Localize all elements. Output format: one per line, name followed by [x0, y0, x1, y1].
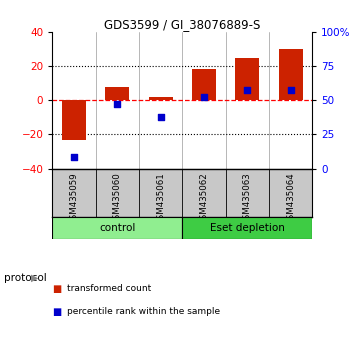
- Text: Eset depletion: Eset depletion: [210, 223, 285, 233]
- Point: [201, 94, 207, 100]
- Text: transformed count: transformed count: [67, 284, 151, 293]
- Text: GSM435063: GSM435063: [243, 173, 252, 225]
- Title: GDS3599 / GI_38076889-S: GDS3599 / GI_38076889-S: [104, 18, 261, 31]
- Text: GSM435059: GSM435059: [70, 173, 78, 225]
- Text: GSM435062: GSM435062: [200, 173, 208, 225]
- Point: [158, 115, 164, 120]
- Bar: [279, 49, 303, 100]
- Point: [114, 101, 120, 107]
- Point: [71, 154, 77, 160]
- Text: GSM435064: GSM435064: [286, 173, 295, 225]
- Bar: [62, 100, 86, 139]
- Point: [288, 87, 293, 93]
- Bar: [235, 57, 259, 100]
- Text: GSM435061: GSM435061: [156, 173, 165, 225]
- Bar: [52, 217, 182, 239]
- Text: protocol: protocol: [4, 273, 46, 283]
- Bar: [192, 69, 216, 100]
- Point: [244, 87, 250, 93]
- Bar: [182, 217, 312, 239]
- Text: ■: ■: [52, 307, 62, 316]
- Text: percentile rank within the sample: percentile rank within the sample: [67, 307, 220, 316]
- Text: ▶: ▶: [31, 273, 39, 283]
- Text: GSM435060: GSM435060: [113, 173, 122, 225]
- Text: control: control: [99, 223, 135, 233]
- Bar: [105, 87, 129, 100]
- Bar: [149, 97, 173, 100]
- Text: ■: ■: [52, 284, 62, 293]
